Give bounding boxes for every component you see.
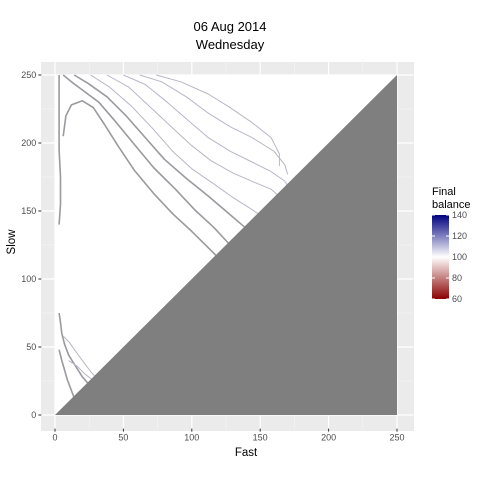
x-axis-title: Fast [234,447,258,459]
contour-line [139,74,289,175]
y-tick-label: 150 [21,206,36,216]
y-tick-label: 50 [26,342,36,352]
legend-ticks: 140 120 100 80 60 [432,210,467,304]
contour-line [106,74,283,200]
x-tick-label: 250 [389,433,404,443]
y-tick-label: 250 [21,70,36,80]
chart-title-line-2: Wednesday [195,37,265,52]
legend-tick-label: 80 [452,273,462,283]
legend-tick-label: 100 [452,252,467,262]
x-tick-label: 0 [52,433,57,443]
legend-title-line-2: balance [432,199,471,211]
contour-line [58,312,93,389]
masked-lower-triangle [55,75,397,415]
contour-line [123,74,291,191]
y-axis-ticks: 0 50 100 150 200 250 [21,70,42,420]
legend-tick-label: 60 [452,294,462,304]
contour-line [58,349,77,402]
legend-tick-label: 140 [452,210,467,220]
legend-title-line-1: Final [432,186,456,198]
x-tick-label: 150 [253,433,268,443]
x-axis-ticks: 0 50 100 150 200 250 [52,428,405,443]
contour-line [156,74,280,167]
contour-line [62,100,242,277]
x-tick-label: 200 [321,433,336,443]
x-tick-label: 50 [118,433,128,443]
legend-tick-label: 120 [452,231,467,241]
x-tick-label: 100 [184,433,199,443]
legend-colorbar [432,215,449,299]
contour-line [58,75,62,225]
y-tick-label: 200 [21,138,36,148]
y-tick-label: 100 [21,274,36,284]
y-tick-label: 0 [31,410,36,420]
chart-title-line-1: 06 Aug 2014 [193,19,267,34]
contour-line [90,74,283,235]
